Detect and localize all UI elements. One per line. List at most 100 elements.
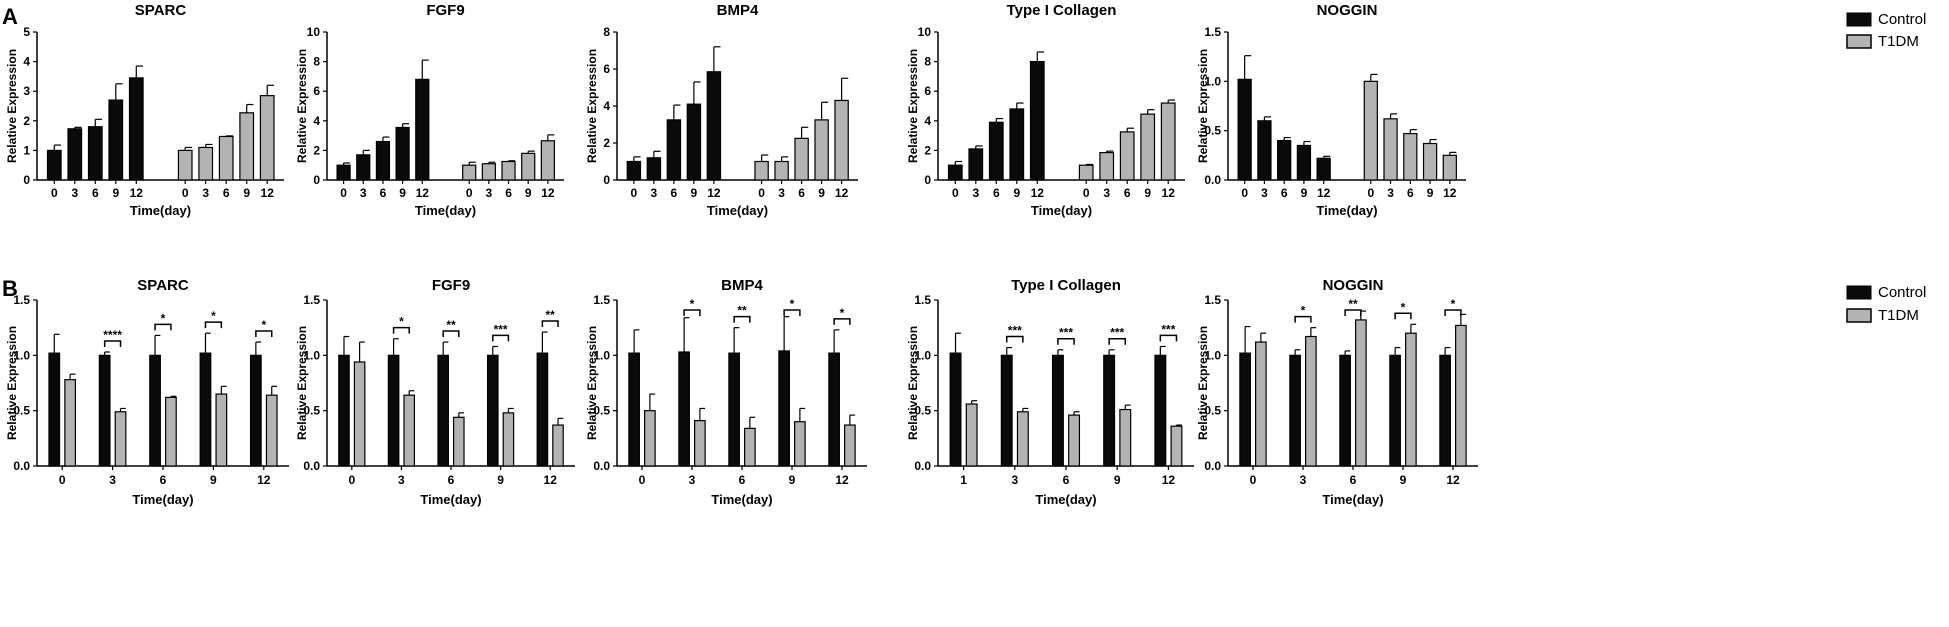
bar-t1dm	[1405, 332, 1417, 467]
bar-control	[947, 164, 963, 181]
bar-t1dm	[794, 137, 809, 181]
bar-t1dm	[1383, 118, 1398, 181]
bar-control	[1439, 354, 1451, 467]
bar-control	[536, 352, 549, 467]
bar-t1dm	[177, 149, 193, 181]
bar-t1dm	[1403, 133, 1418, 181]
bar-control	[1296, 144, 1312, 181]
y-tick-label: 4	[603, 99, 610, 113]
legend-b: Control T1DM	[1846, 284, 1926, 324]
bar-control	[988, 121, 1004, 181]
x-tick-label: 1	[960, 473, 967, 487]
y-tick-label: 2	[23, 114, 30, 128]
bar-control	[666, 119, 682, 181]
chart-title: FGF9	[432, 277, 470, 294]
bar-control	[706, 71, 722, 181]
legend-control-label-a: Control	[1878, 11, 1926, 28]
bar-t1dm	[774, 160, 789, 181]
significance-label: ***	[1161, 322, 1175, 336]
bar-control	[128, 77, 144, 181]
x-tick-label: 12	[1162, 473, 1176, 487]
bar-control	[1257, 120, 1272, 181]
bar-t1dm	[239, 112, 255, 181]
bar-control	[1289, 354, 1301, 467]
significance-label: *	[161, 311, 166, 325]
bar-t1dm	[1119, 131, 1135, 181]
x-tick-label: 0	[1083, 186, 1090, 200]
bar-control	[249, 354, 262, 467]
y-tick-label: 0	[924, 173, 931, 187]
x-tick-label: 9	[497, 473, 504, 487]
chart-title: FGF9	[426, 2, 464, 19]
bar-t1dm	[754, 160, 769, 181]
significance-label: ****	[103, 328, 122, 342]
bar-control	[949, 352, 962, 467]
bar-t1dm	[1363, 80, 1378, 181]
bar-t1dm	[965, 403, 978, 467]
x-tick-label: 3	[651, 186, 658, 200]
bar-t1dm	[1455, 324, 1467, 467]
bar-t1dm	[540, 140, 556, 181]
bar-control	[968, 148, 984, 181]
y-tick-label: 5	[23, 25, 30, 39]
bar-t1dm	[64, 379, 77, 467]
y-tick-label: 1.0	[13, 348, 30, 362]
bar-control	[338, 354, 350, 467]
y-tick-label: 1.5	[13, 293, 30, 307]
significance-bracket	[833, 318, 851, 325]
x-tick-label: 0	[466, 186, 473, 200]
y-tick-label: 1.0	[914, 348, 931, 362]
bar-t1dm	[462, 164, 477, 181]
significance-label: *	[399, 315, 404, 329]
x-axis-label: Time(day)	[132, 492, 193, 507]
y-tick-label: 2	[603, 136, 610, 150]
bar-t1dm	[521, 152, 536, 181]
significance-bracket	[1294, 315, 1312, 323]
x-tick-label: 12	[541, 186, 555, 200]
chart-title: Type I Collagen	[1007, 2, 1117, 19]
y-tick-label: 0.0	[1204, 459, 1221, 473]
y-tick-label: 1.0	[1204, 74, 1221, 88]
y-tick-label: 0.5	[13, 404, 30, 418]
bar-t1dm	[1016, 411, 1029, 467]
x-tick-label: 3	[689, 473, 696, 487]
bar-control	[628, 352, 640, 467]
x-tick-label: 0	[1250, 473, 1257, 487]
x-tick-label: 12	[1446, 473, 1460, 487]
x-tick-label: 12	[707, 186, 721, 200]
x-tick-label: 9	[112, 186, 119, 200]
significance-label: *	[690, 297, 695, 311]
chart-a-type-i-collagen: Type I Collagen Relative Expression 0 2 4 6 8 1…	[906, 2, 1185, 218]
bar-t1dm	[501, 160, 516, 181]
x-tick-label: 9	[1013, 186, 1020, 200]
x-axis-label: Time(day)	[1035, 492, 1096, 507]
bar-t1dm	[353, 361, 366, 467]
legend-t1dm-label-a: T1DM	[1878, 33, 1919, 50]
y-tick-label: 8	[924, 55, 931, 69]
y-tick-label: 0.0	[13, 459, 30, 473]
significance-label: ***	[494, 322, 508, 336]
significance-label: **	[546, 308, 556, 322]
bar-t1dm	[259, 95, 275, 181]
chart-title: SPARC	[137, 277, 189, 294]
x-tick-label: 12	[130, 186, 144, 200]
bar-t1dm	[814, 119, 829, 181]
y-tick-label: 4	[313, 114, 320, 128]
x-tick-label: 9	[1144, 186, 1151, 200]
x-tick-label: 3	[202, 186, 209, 200]
x-tick-label: 3	[398, 473, 405, 487]
x-tick-label: 12	[1031, 186, 1045, 200]
x-tick-label: 3	[71, 186, 78, 200]
x-tick-label: 0	[59, 473, 66, 487]
significance-bracket	[103, 340, 122, 347]
significance-label: *	[790, 297, 795, 311]
x-tick-label: 12	[1162, 186, 1176, 200]
y-tick-label: 4	[23, 55, 30, 69]
bar-control	[1237, 78, 1252, 181]
x-tick-label: 6	[448, 473, 455, 487]
y-axis-label: Relative Expression	[295, 326, 309, 440]
bar-control	[828, 352, 840, 467]
